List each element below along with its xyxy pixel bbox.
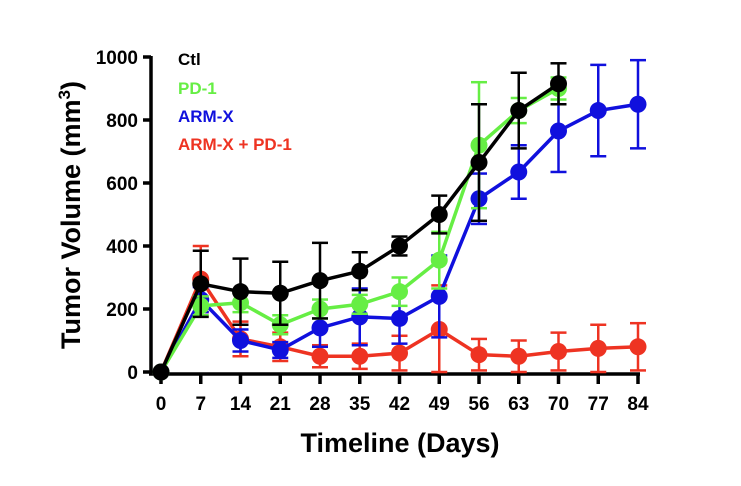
data-point <box>470 154 488 172</box>
data-point <box>510 163 528 181</box>
x-tick-label: 63 <box>508 394 529 415</box>
data-point <box>311 272 329 290</box>
y-axis-title-main: Tumor Volume (mm <box>56 99 86 349</box>
data-point <box>550 343 567 361</box>
x-tick-label: 84 <box>627 394 649 415</box>
series-ctl <box>152 62 567 381</box>
legend-entry-arm-x-pd-1: ARM-X + PD-1 <box>178 135 292 154</box>
legend-entry-pd-1: PD-1 <box>178 79 217 98</box>
data-point <box>351 347 369 365</box>
data-point <box>351 295 369 313</box>
x-tick-label: 21 <box>270 394 292 415</box>
data-point <box>430 287 448 305</box>
x-tick-label: 42 <box>389 394 410 415</box>
data-point <box>470 346 488 364</box>
data-point <box>589 339 607 357</box>
data-point <box>232 283 249 301</box>
x-tick-label: 56 <box>468 394 489 415</box>
data-point <box>271 284 289 302</box>
x-tick-label: 35 <box>349 394 371 415</box>
x-axis-title: Timeline (Days) <box>300 428 499 458</box>
x-tick-label: 70 <box>548 394 569 415</box>
y-axis-title-superscript: 3 <box>55 90 74 99</box>
y-tick-label: 600 <box>106 174 138 195</box>
data-point <box>391 237 408 255</box>
y-axis-title: Tumor Volume (mm3) <box>55 81 86 349</box>
data-point <box>629 338 647 356</box>
data-point <box>152 363 170 381</box>
y-tick-label: 200 <box>106 300 138 321</box>
data-point <box>391 309 408 327</box>
data-point <box>589 102 607 120</box>
data-point <box>391 283 408 301</box>
data-point <box>430 206 448 223</box>
data-point <box>192 275 210 293</box>
data-point <box>391 344 408 362</box>
data-point <box>311 347 329 365</box>
data-point <box>629 95 647 113</box>
y-tick-label: 0 <box>127 363 138 384</box>
x-ticks: 0 7 14 21 28 35 42 49 56 63 70 77 84 <box>156 374 649 415</box>
series-layer <box>152 58 647 381</box>
y-ticks: 0 200 400 600 800 1000 <box>96 48 151 384</box>
x-tick-label: 7 <box>195 394 206 415</box>
data-point <box>510 347 528 365</box>
x-tick-label: 49 <box>429 394 450 415</box>
data-point <box>430 251 448 269</box>
legend-entry-arm-x: ARM-X <box>178 107 234 126</box>
x-tick-label: 14 <box>230 394 252 415</box>
data-point <box>311 319 329 337</box>
data-point <box>510 102 528 120</box>
legend-entry-ctl: Ctl <box>178 50 201 69</box>
x-tick-label: 28 <box>309 394 330 415</box>
data-point <box>550 122 567 140</box>
data-point <box>351 262 369 280</box>
y-axis-title-suffix: ) <box>56 81 86 90</box>
y-tick-label: 400 <box>106 237 138 258</box>
legend: Ctl PD-1 ARM-X ARM-X + PD-1 <box>178 50 292 154</box>
x-tick-label: 0 <box>156 394 167 415</box>
x-tick-label: 77 <box>588 394 609 415</box>
y-tick-label: 1000 <box>96 48 138 69</box>
data-point <box>232 332 249 349</box>
y-tick-label: 800 <box>106 111 138 132</box>
data-point <box>271 341 289 359</box>
data-point <box>550 75 567 93</box>
